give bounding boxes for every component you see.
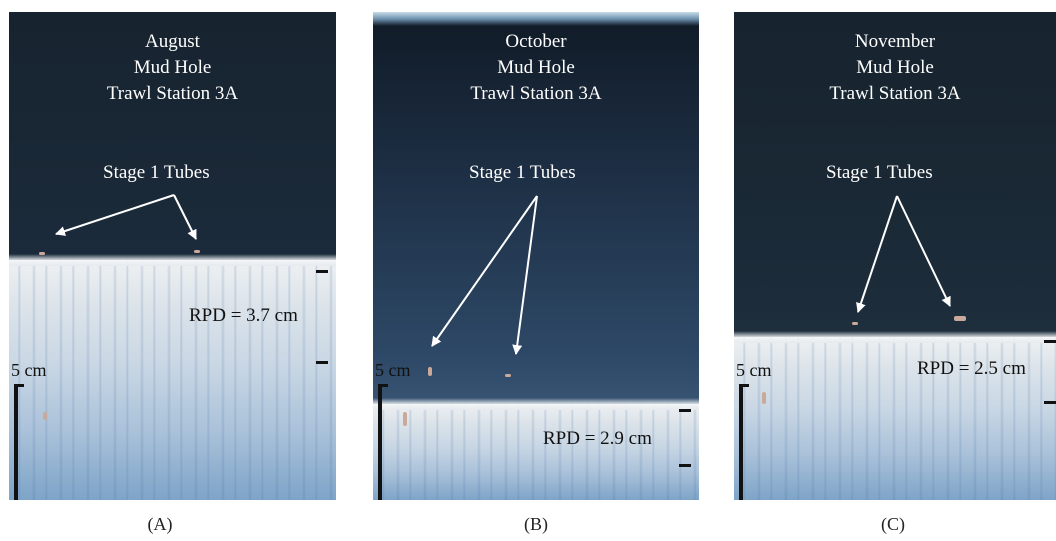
panel-letter-b: (B) <box>524 514 548 534</box>
panel-title-line-3: Trawl Station 3A <box>470 83 602 104</box>
sediment-profile-image-october: October Mud Hole Trawl Station 3A Stage … <box>373 12 699 500</box>
panel-title-line-3: Trawl Station 3A <box>106 83 239 104</box>
tubes-label: Stage 1 Tubes <box>103 162 210 183</box>
rpd-boundary-mark <box>1044 340 1056 343</box>
tube-speck <box>403 412 407 426</box>
scale-label: 5 cm <box>375 360 411 380</box>
panel-title-line-1: October <box>505 31 567 52</box>
panel-title-line-1: August <box>145 31 200 52</box>
panel-title-line-1: November <box>854 31 936 52</box>
panel-letter-c: (C) <box>881 514 905 534</box>
panel-title-line-3: Trawl Station 3A <box>829 83 961 104</box>
panel-title-line-2: Mud Hole <box>497 57 575 78</box>
panel-letter-a: (A) <box>147 514 173 534</box>
scale-bar <box>14 384 18 500</box>
rpd-boundary-mark <box>679 464 691 467</box>
scale-bar <box>378 384 382 500</box>
rpd-label: RPD = 2.9 cm <box>543 428 652 449</box>
scale-bar-tick <box>378 384 388 387</box>
water-surface-streak <box>373 12 699 26</box>
rpd-label: RPD = 3.7 cm <box>189 305 298 326</box>
rpd-boundary-mark <box>316 270 328 273</box>
tube-speck <box>43 412 47 420</box>
tube-speck <box>194 250 200 253</box>
tube-speck <box>505 374 511 377</box>
rpd-boundary-mark <box>1044 401 1056 404</box>
tube-speck <box>852 322 858 325</box>
rpd-boundary-mark <box>679 409 691 412</box>
scale-label: 5 cm <box>11 360 47 380</box>
panel-title-line-2: Mud Hole <box>856 57 934 78</box>
scale-label: 5 cm <box>736 360 772 380</box>
tube-speck <box>762 392 766 404</box>
tube-speck <box>954 316 966 321</box>
scale-bar <box>739 384 743 500</box>
sediment-profile-image-november: November Mud Hole Trawl Station 3A Stage… <box>734 12 1056 500</box>
tube-speck <box>428 367 432 376</box>
scale-bar-tick <box>739 384 749 387</box>
tubes-label: Stage 1 Tubes <box>826 162 933 183</box>
tube-speck <box>39 252 45 255</box>
rpd-boundary-mark <box>316 361 328 364</box>
sediment-profile-image-august: August Mud Hole Trawl Station 3A Stage 1… <box>9 12 336 500</box>
sediment-layer <box>373 398 699 500</box>
sediment-layer <box>9 254 336 500</box>
rpd-label: RPD = 2.5 cm <box>917 358 1026 379</box>
panel-title-line-2: Mud Hole <box>133 57 212 78</box>
sediment-layer <box>734 331 1056 500</box>
tubes-label: Stage 1 Tubes <box>469 162 576 183</box>
scale-bar-tick <box>14 384 24 387</box>
